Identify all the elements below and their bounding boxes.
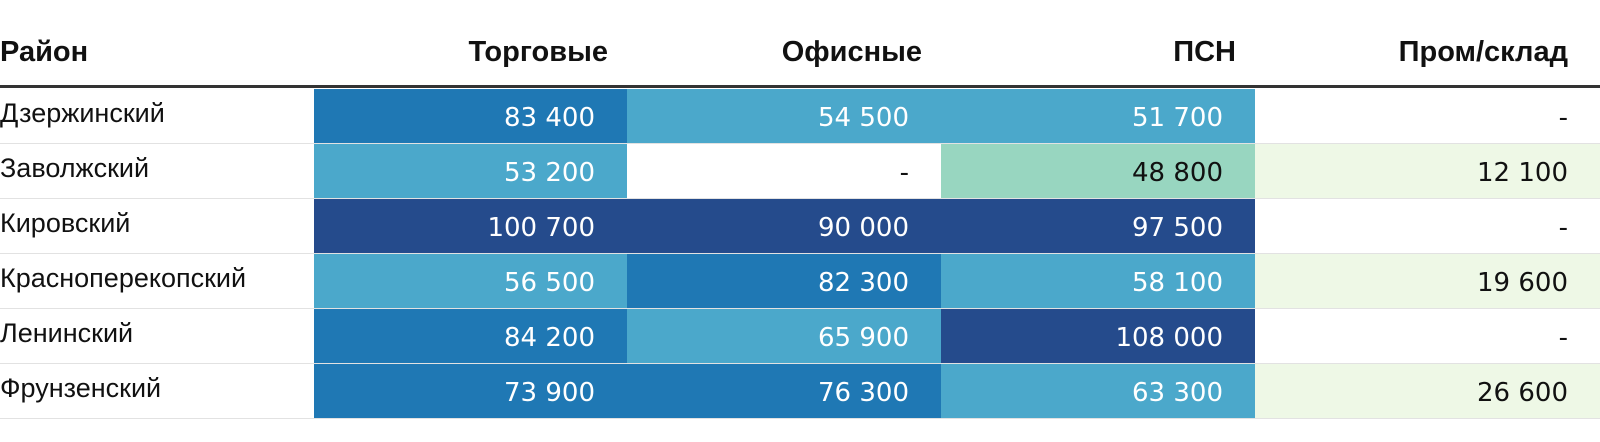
heatmap-cell: 73 900 <box>314 364 627 418</box>
table-row: Фрунзенский 73 900 76 300 63 300 26 600 <box>0 364 1600 419</box>
table-row: Заволжский 53 200-48 800 12 100 <box>0 144 1600 199</box>
heatmap-cell: 108 000 <box>941 309 1255 363</box>
row-label: Кировский <box>0 208 131 238</box>
row-label: Заволжский <box>0 153 150 183</box>
table-row: Кировский 100 700 90 000 97 500- <box>0 199 1600 254</box>
heatmap-cell: - <box>1255 199 1600 253</box>
heatmap-cell: 63 300 <box>941 364 1255 418</box>
heatmap-cell: - <box>1255 89 1600 143</box>
table-row: Ленинский 84 200 65 900 108 000- <box>0 309 1600 364</box>
heatmap-cell: 82 300 <box>627 254 941 308</box>
heatmap-cell: 56 500 <box>314 254 627 308</box>
row-label: Фрунзенский <box>0 373 162 403</box>
heatmap-cell: 90 000 <box>627 199 941 253</box>
heatmap-cell: 53 200 <box>314 144 627 198</box>
heatmap-cell: 84 200 <box>314 309 627 363</box>
column-header-office: Офисные <box>781 36 922 68</box>
heatmap-cell: 48 800 <box>941 144 1255 198</box>
table-row: Красноперекопский 56 500 82 300 58 100 19 60… <box>0 254 1600 309</box>
heatmap-cell: - <box>627 144 941 198</box>
row-label: Дзержинский <box>0 98 165 128</box>
row-label: Красноперекопский <box>0 263 247 293</box>
column-header-retail: Торговые <box>468 36 608 68</box>
heatmap-cell: 26 600 <box>1255 364 1600 418</box>
heatmap-cell: 83 400 <box>314 89 627 143</box>
column-header-psn: ПСН <box>1173 36 1236 68</box>
heatmap-cell: 100 700 <box>314 199 627 253</box>
heatmap-cell: 51 700 <box>941 89 1255 143</box>
row-label: Ленинский <box>0 318 134 348</box>
table-row: Дзержинский 83 400 54 500 51 700- <box>0 89 1600 144</box>
heatmap-cell: 19 600 <box>1255 254 1600 308</box>
heatmap-cell: 58 100 <box>941 254 1255 308</box>
table-header: Район Торговые Офисные ПСН Пром/склад <box>0 0 1600 88</box>
column-header-industrial: Пром/склад <box>1398 36 1568 68</box>
heatmap-cell: 97 500 <box>941 199 1255 253</box>
heatmap-cell: 12 100 <box>1255 144 1600 198</box>
heatmap-cell: 76 300 <box>627 364 941 418</box>
column-header-district: Район <box>0 36 89 68</box>
heatmap-cell: 65 900 <box>627 309 941 363</box>
heatmap-cell: 54 500 <box>627 89 941 143</box>
heatmap-cell: - <box>1255 309 1600 363</box>
